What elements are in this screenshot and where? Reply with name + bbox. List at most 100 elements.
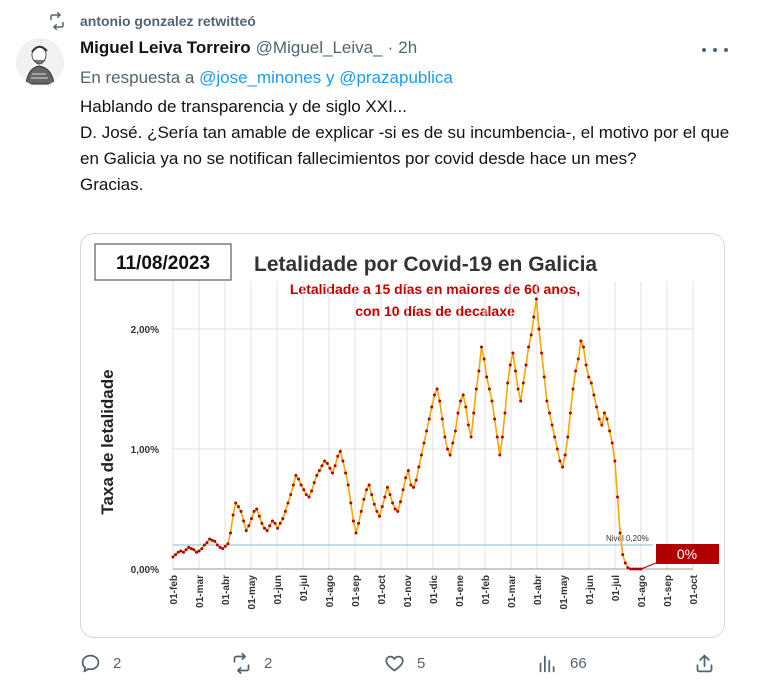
data-point	[215, 543, 219, 547]
data-point	[391, 501, 395, 505]
retweet-button[interactable]: 2	[231, 653, 272, 674]
author-handle[interactable]: @Miguel_Leiva_	[255, 38, 383, 57]
data-point	[498, 453, 502, 457]
data-point	[291, 483, 295, 487]
data-point	[425, 429, 429, 433]
retweet-banner[interactable]: antonio gonzalez retwitteó	[48, 12, 256, 30]
retweet-icon	[50, 12, 64, 30]
retweet-icon	[233, 653, 250, 674]
data-point	[268, 524, 272, 528]
x-tick-label: 01-abr	[221, 575, 232, 605]
tweet-header: Miguel Leiva Torreiro @Miguel_Leiva_ · 2…	[80, 38, 417, 58]
final-label: 0%	[677, 546, 697, 562]
data-point	[218, 545, 222, 549]
data-point	[521, 381, 525, 385]
data-point	[294, 473, 298, 477]
views-button[interactable]: 66	[537, 653, 587, 674]
data-point	[176, 550, 180, 554]
x-tick-label: 01-jul	[611, 575, 622, 601]
data-point	[584, 363, 588, 367]
views-icon	[539, 655, 555, 673]
data-point	[545, 399, 549, 403]
y-tick-label: 2,00%	[131, 325, 159, 336]
data-point	[595, 405, 599, 409]
author-name[interactable]: Miguel Leiva Torreiro	[80, 38, 251, 57]
data-point	[422, 441, 426, 445]
data-point	[320, 464, 324, 468]
data-point	[323, 459, 327, 463]
data-point	[433, 393, 436, 397]
data-point	[477, 369, 481, 373]
data-point	[349, 501, 353, 505]
data-point	[597, 417, 601, 421]
data-point	[419, 453, 423, 457]
media-card[interactable]: 11/08/2023 Letalidade por Covid-19 en Ga…	[80, 233, 725, 638]
data-point	[289, 493, 293, 497]
data-point	[354, 531, 358, 535]
data-point	[310, 489, 314, 493]
data-point	[328, 466, 332, 470]
data-point	[472, 411, 476, 415]
data-point	[589, 381, 593, 385]
data-point	[563, 453, 567, 457]
share-button[interactable]	[694, 653, 727, 674]
data-point	[634, 567, 638, 571]
tweet-time[interactable]: 2h	[398, 38, 418, 57]
data-point	[446, 447, 449, 451]
data-point	[459, 399, 463, 403]
tweet-text: Hablando de transparencia y de siglo XXI…	[80, 94, 740, 198]
data-point	[503, 411, 507, 415]
data-point	[487, 387, 491, 391]
data-point	[171, 555, 175, 559]
chart: 11/08/2023 Letalidade por Covid-19 en Ga…	[85, 238, 720, 633]
data-point	[273, 521, 277, 525]
data-point	[396, 509, 400, 513]
data-point	[616, 495, 619, 499]
reply-icon	[81, 654, 100, 673]
x-tick-label: 01-mar	[507, 575, 518, 608]
reply-user-link[interactable]: @prazapublica	[339, 68, 453, 87]
data-point	[636, 567, 640, 571]
data-point	[359, 509, 363, 513]
share-icon	[696, 654, 713, 673]
data-point	[427, 417, 431, 421]
data-point	[197, 549, 201, 553]
like-button[interactable]: 5	[384, 653, 425, 674]
data-point	[490, 399, 494, 403]
x-tick-label: 01-ago	[637, 575, 648, 607]
data-point	[540, 351, 544, 355]
data-point	[438, 399, 442, 403]
more-icon[interactable]	[702, 40, 728, 60]
retweet-count: 2	[264, 655, 273, 672]
views-count: 66	[570, 655, 587, 672]
x-tick-label: 01-oct	[377, 574, 388, 604]
reply-button[interactable]: 2	[80, 653, 121, 674]
data-point	[344, 471, 348, 475]
data-point	[466, 423, 470, 427]
x-tick-label: 01-abr	[533, 575, 544, 605]
data-point	[385, 485, 389, 489]
data-point	[270, 519, 274, 523]
data-point	[582, 345, 585, 349]
data-point	[401, 488, 405, 492]
avatar[interactable]	[16, 38, 64, 86]
data-point	[574, 369, 578, 373]
chart-subtitle: con 10 días de decalaxe	[355, 303, 515, 319]
data-point	[205, 541, 209, 545]
data-point	[412, 485, 415, 489]
data-point	[283, 509, 287, 513]
data-point	[610, 441, 614, 445]
like-count: 5	[417, 655, 426, 672]
data-point	[281, 517, 285, 521]
data-point	[365, 488, 368, 492]
data-point	[297, 477, 300, 481]
x-tick-label: 01-dic	[429, 575, 440, 604]
data-point	[304, 493, 308, 497]
data-point	[532, 315, 536, 319]
data-point	[375, 509, 379, 513]
data-point	[378, 514, 381, 518]
reply-user-link[interactable]: @jose_minones	[199, 68, 322, 87]
data-point	[249, 517, 253, 521]
data-point	[210, 538, 214, 542]
data-point	[231, 513, 235, 517]
